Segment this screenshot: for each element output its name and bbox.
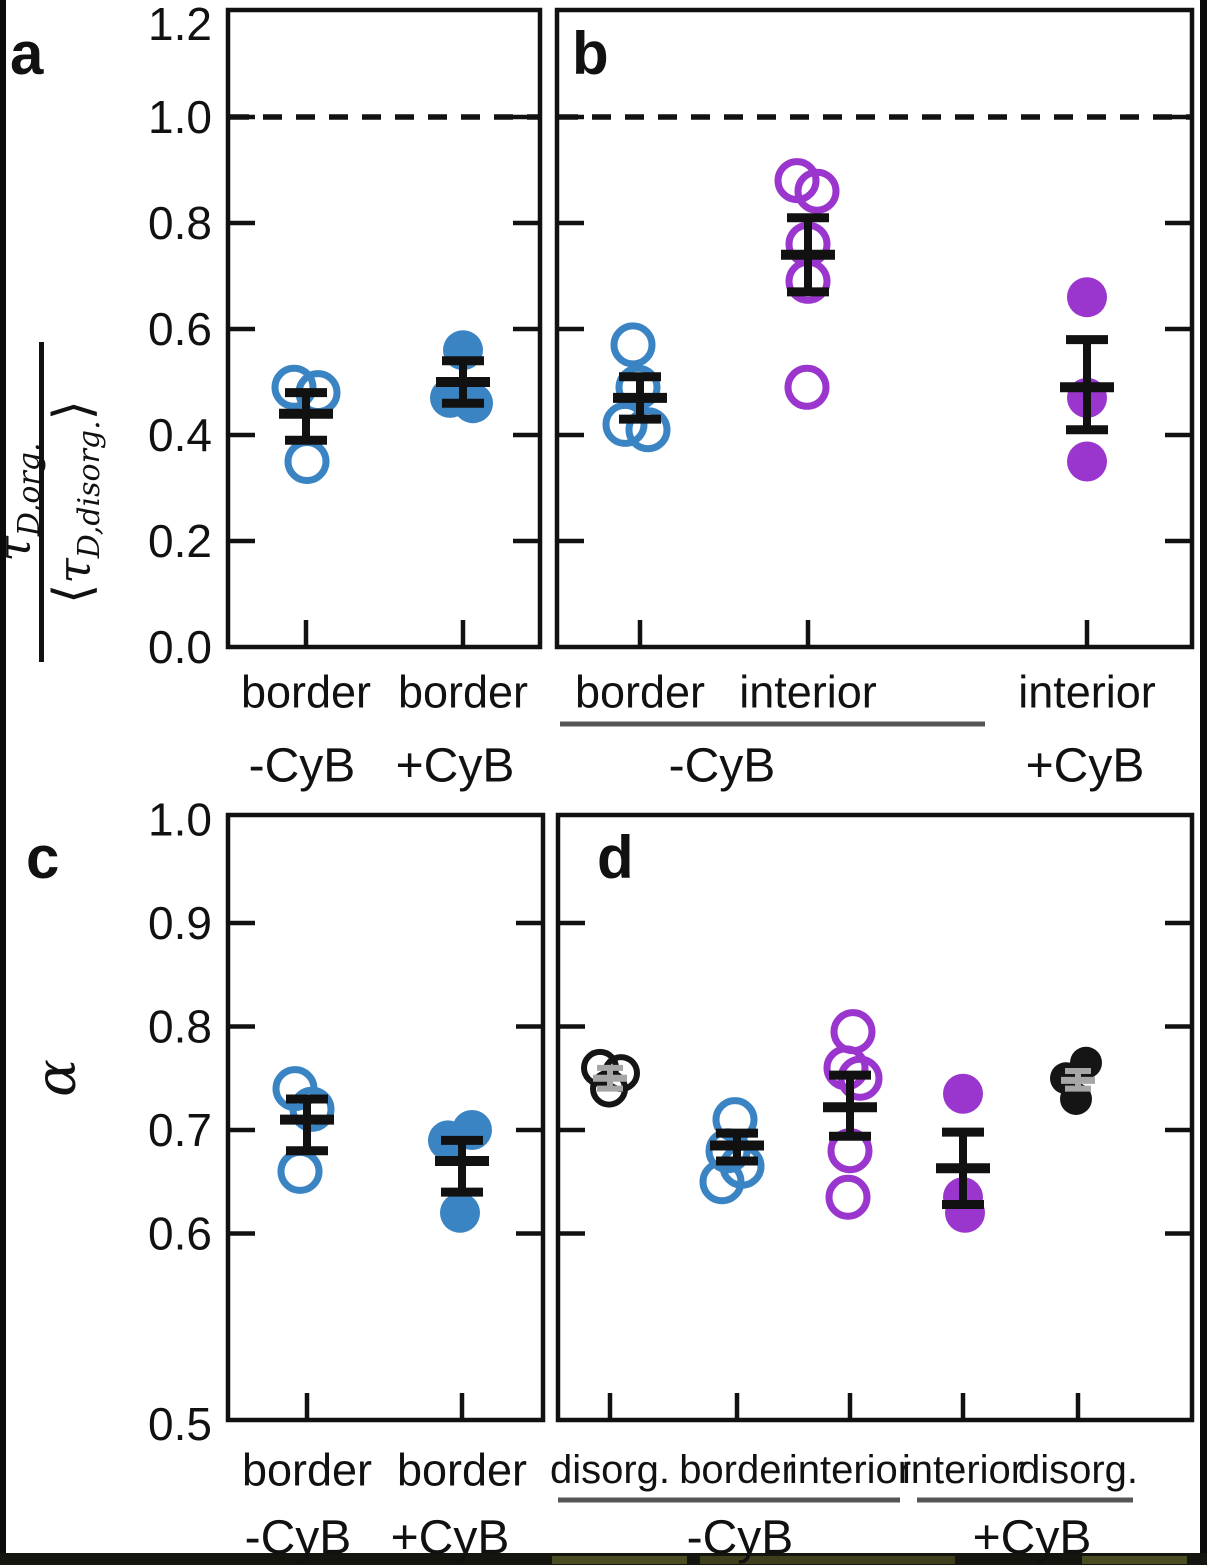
y-tick-label: 0.2	[148, 515, 212, 567]
y-axis-label-alpha: α	[24, 1059, 89, 1097]
y-tick-label: 0.6	[148, 303, 212, 355]
data-group-border--CyB	[602, 322, 671, 453]
fraction-denominator: ⟨τD,disorg.⟩	[43, 400, 107, 604]
data-group-border-+CyB	[430, 330, 493, 424]
y-tick-label: 0.0	[148, 621, 212, 673]
error-bar	[613, 372, 667, 424]
data-point	[794, 168, 840, 214]
y-tick-label: 0.9	[148, 897, 212, 949]
data-point	[284, 439, 330, 484]
y-tick-label: 1.2	[148, 0, 212, 50]
panel-b-plot: border interior interior -CyB +CyB	[554, 7, 1195, 793]
treatment-label: -CyB	[669, 740, 776, 793]
data-group-border--CyB	[699, 1097, 765, 1205]
error-bar	[1060, 335, 1114, 435]
treatment-label: -CyB	[687, 1512, 794, 1565]
y-axis-label-tau-ratio: τD,org. ⟨τD,disorg.⟩	[0, 342, 107, 662]
x-category-label: border	[397, 1445, 527, 1496]
plot-border	[225, 812, 546, 1423]
fraction-bar	[39, 342, 44, 662]
y-tick-label: 0.6	[148, 1208, 212, 1260]
y-tick-label: 0.8	[148, 1001, 212, 1053]
treatment-label: +CyB	[396, 740, 515, 793]
x-category-label: interior	[902, 1448, 1024, 1492]
data-point	[440, 1192, 480, 1233]
y-tick-label: 0.7	[148, 1104, 212, 1156]
panel-letter-c: c	[26, 824, 59, 891]
plot-border	[225, 7, 543, 650]
x-category-label: border	[241, 667, 371, 718]
left-edge-strip	[0, 0, 6, 1565]
data-group-border--CyB	[271, 364, 341, 484]
error-bar	[280, 1094, 334, 1156]
y-tick-label: 0.8	[148, 197, 212, 249]
data-group-disorg.-+CyB	[1050, 1046, 1102, 1115]
data-group-border-+CyB	[428, 1110, 492, 1233]
panel-letter-a: a	[10, 20, 44, 87]
error-bar	[936, 1127, 990, 1210]
x-category-label: border	[575, 667, 705, 718]
error-bar	[436, 356, 490, 408]
plot-border	[555, 812, 1195, 1423]
panel-d-plot: disorg. borderinteriorinteriordisorg.-CyB…	[550, 812, 1195, 1565]
error-bar	[781, 213, 835, 297]
treatment-label: +CyB	[391, 1512, 510, 1565]
data-point	[784, 364, 830, 410]
treatment-label: -CyB	[245, 1512, 352, 1565]
x-category-label: disorg.	[1018, 1448, 1138, 1492]
y-tick-label: 0.4	[148, 409, 212, 461]
error-bar	[279, 388, 333, 445]
data-group-border--CyB	[272, 1066, 335, 1194]
data-group-interior-+CyB	[1060, 277, 1114, 482]
error-bar	[1061, 1068, 1095, 1092]
data-group-interior--CyB	[823, 1009, 883, 1220]
error-bar	[823, 1070, 877, 1141]
panel-letter-b: b	[572, 20, 609, 87]
error-bar	[435, 1135, 489, 1197]
data-point	[943, 1073, 983, 1114]
data-group-disorg.--CyB	[581, 1048, 640, 1108]
panel-a-plot: 1.2 1.0 0.8 0.6 0.4 0.2 0.0 border border -CyB +Cy…	[148, 0, 543, 793]
data-point	[830, 1009, 876, 1055]
treatment-label: +CyB	[1026, 740, 1145, 793]
data-point	[1067, 441, 1107, 482]
data-group-interior--CyB	[774, 158, 840, 410]
error-bar	[710, 1128, 764, 1166]
data-point	[277, 1148, 323, 1194]
y-tick-label: 0.5	[148, 1398, 212, 1450]
x-category-label: interior	[739, 667, 877, 718]
x-category-label: border	[242, 1445, 372, 1496]
x-category-label: interior	[789, 1448, 911, 1492]
data-point	[625, 407, 671, 453]
right-edge-strip	[1200, 0, 1207, 1565]
x-category-label: disorg.	[550, 1448, 670, 1492]
data-point	[825, 1174, 871, 1220]
data-point	[602, 401, 648, 447]
treatment-label: +CyB	[973, 1512, 1092, 1565]
data-group-interior-+CyB	[936, 1073, 990, 1233]
bottom-edge-band	[0, 1553, 1207, 1565]
plot-border	[554, 7, 1195, 650]
x-category-label: interior	[1018, 667, 1156, 718]
data-point	[289, 1086, 335, 1132]
x-category-label: border	[679, 1448, 795, 1492]
y-tick-label: 1.0	[148, 91, 212, 143]
data-point	[271, 364, 317, 410]
panel-c-plot: 1.0 0.9 0.8 0.7 0.6 0.5 border border -CyB +CyB	[148, 794, 546, 1565]
data-point	[610, 322, 656, 368]
error-bar	[593, 1064, 627, 1092]
data-point	[1067, 277, 1107, 318]
panel-letter-d: d	[597, 824, 634, 891]
x-category-label: border	[398, 667, 528, 718]
y-tick-label: 1.0	[148, 794, 212, 846]
plots-root: 1.2 1.0 0.8 0.6 0.4 0.2 0.0 border border -CyB +Cy…	[148, 0, 1195, 1565]
treatment-label: -CyB	[249, 740, 356, 793]
